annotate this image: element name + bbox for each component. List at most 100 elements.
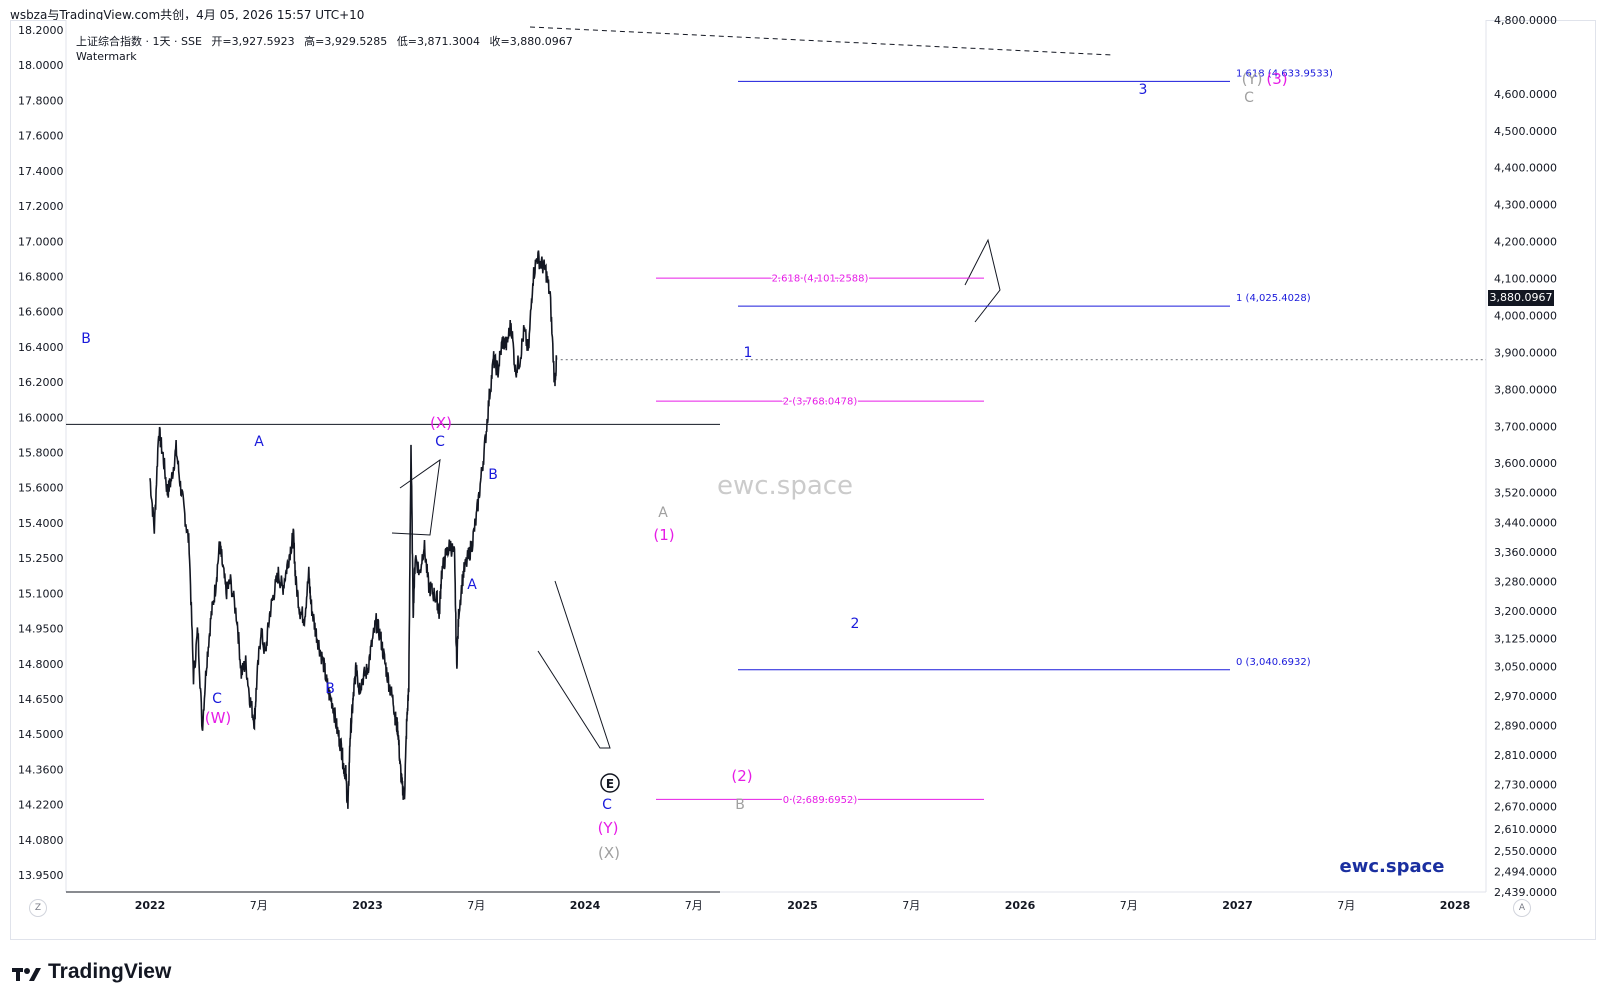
triangle-pattern <box>391 458 441 536</box>
legend-watermark-label: Watermark <box>76 50 137 63</box>
left-axis-tick: 14.3600 <box>18 763 64 776</box>
x-axis-tick: 7月 <box>250 899 268 912</box>
wave-label: C <box>435 434 445 450</box>
fib-level-label: 1.618 (4,633.9533) <box>1236 68 1333 79</box>
right-axis-tick: 2,970.0000 <box>1494 690 1557 703</box>
x-axis-tick: 2027 <box>1222 899 1253 912</box>
wave-label: (2) <box>731 767 752 785</box>
right-axis-tick: 3,050.0000 <box>1494 660 1557 673</box>
left-axis-tick: 14.2200 <box>18 799 64 812</box>
wave-label: B <box>735 797 745 813</box>
right-axis-tick: 2,810.0000 <box>1494 749 1557 762</box>
right-axis-tick: 3,600.0000 <box>1494 457 1557 470</box>
wave-label: B <box>325 681 335 697</box>
left-axis-tick: 18.0000 <box>18 59 64 72</box>
fib-level-label: 0 (3,040.6932) <box>1236 657 1311 668</box>
right-axis-tick: 3,800.0000 <box>1494 383 1557 396</box>
x-axis-tick: 7月 <box>467 899 485 912</box>
tradingview-logo-icon <box>12 964 42 981</box>
circle-marker-label: E <box>606 777 614 791</box>
left-axis-tick: 15.1000 <box>18 587 64 600</box>
right-axis-tick: 3,700.0000 <box>1494 420 1557 433</box>
wave-label: (W) <box>205 709 232 727</box>
tradingview-logo[interactable]: TradingView <box>12 960 171 984</box>
x-axis-tick: 7月 <box>902 899 920 912</box>
x-axis-tick: 2024 <box>570 899 601 912</box>
auto-scale-button[interactable]: A <box>1513 899 1531 917</box>
center-watermark: ewc.space <box>717 471 853 501</box>
last-price-tag: 3,880.0967 <box>1488 290 1554 306</box>
timezone-button[interactable]: Z <box>29 899 47 917</box>
wave-label: B <box>488 467 498 483</box>
left-axis-tick: 14.0800 <box>18 834 64 847</box>
right-axis-tick: 2,550.0000 <box>1494 845 1557 858</box>
right-axis-tick: 2,610.0000 <box>1494 823 1557 836</box>
wave-label: C <box>602 797 612 813</box>
right-axis-tick: 2,439.0000 <box>1494 886 1557 899</box>
legend-open: 开=3,927.5923 <box>211 35 295 48</box>
dashed-trendline <box>529 26 1113 56</box>
x-axis-tick: 7月 <box>685 899 703 912</box>
legend-symbol[interactable]: 上证综合指数 · 1天 · SSE <box>76 35 202 48</box>
x-axis-tick: 7月 <box>1337 899 1355 912</box>
wave-label: 2 <box>851 616 860 632</box>
right-axis-tick: 3,520.0000 <box>1494 487 1557 500</box>
plot-area <box>66 20 1486 892</box>
left-axis-tick: 16.0000 <box>18 411 64 424</box>
legend-high: 高=3,929.5285 <box>304 35 388 48</box>
wave-label: (X) <box>430 414 452 432</box>
wave-label: (1) <box>653 526 674 544</box>
left-axis-tick: 14.6500 <box>18 693 64 706</box>
wave-label: A <box>658 505 668 521</box>
fib-level-label: 2 (3,768.0478) <box>783 397 858 408</box>
left-axis-tick: 15.4000 <box>18 517 64 530</box>
wave-label: A <box>467 577 477 593</box>
left-axis-tick: 16.4000 <box>18 341 64 354</box>
right-axis-tick: 2,730.0000 <box>1494 779 1557 792</box>
wave-label: (3) <box>1266 70 1287 88</box>
x-axis-tick: 2026 <box>1005 899 1036 912</box>
left-axis-tick: 17.0000 <box>18 235 64 248</box>
x-axis-tick: 2023 <box>352 899 383 912</box>
left-axis-tick: 13.9500 <box>18 869 64 882</box>
tradingview-logo-text: TradingView <box>48 960 172 983</box>
wave-label: (X) <box>598 844 620 862</box>
x-axis-tick: 2025 <box>787 899 818 912</box>
right-axis-tick: 4,100.0000 <box>1494 273 1557 286</box>
left-axis-tick: 16.6000 <box>18 306 64 319</box>
wave-label: 3 <box>1139 82 1148 98</box>
wave-label: C <box>212 691 222 707</box>
left-axis-tick: 17.4000 <box>18 165 64 178</box>
left-axis-tick: 16.8000 <box>18 270 64 283</box>
right-axis-tick: 3,125.0000 <box>1494 633 1557 646</box>
brand-watermark: ewc.space <box>1340 856 1445 877</box>
x-axis-tick: 2022 <box>135 899 166 912</box>
chart-header: wsbza与TradingView.com共创，4月 05, 2026 15:5… <box>10 8 365 22</box>
left-axis-tick: 15.8000 <box>18 447 64 460</box>
wave-label: (Y) <box>598 819 619 837</box>
left-axis-tick: 14.8000 <box>18 658 64 671</box>
right-axis-tick: 2,670.0000 <box>1494 801 1557 814</box>
left-axis-tick: 15.6000 <box>18 482 64 495</box>
wave-label: C <box>1244 90 1254 106</box>
x-axis-tick: 7月 <box>1120 899 1138 912</box>
right-axis-tick: 4,400.0000 <box>1494 162 1557 175</box>
price-series <box>149 250 558 809</box>
fib-level-label: 2.618 (4,101.2588) <box>772 274 869 285</box>
legend-symbol-row: 上证综合指数 · 1天 · SSE 开=3,927.5923 高=3,929.5… <box>76 34 579 49</box>
left-axis-tick: 16.2000 <box>18 376 64 389</box>
right-axis-tick: 3,360.0000 <box>1494 546 1557 559</box>
left-axis-tick: 17.2000 <box>18 200 64 213</box>
right-axis-tick: 2,890.0000 <box>1494 719 1557 732</box>
x-axis-tick: 2028 <box>1440 899 1471 912</box>
legend-close: 收=3,880.0967 <box>489 35 573 48</box>
right-axis-tick: 4,200.0000 <box>1494 236 1557 249</box>
left-axis-tick: 14.5000 <box>18 728 64 741</box>
left-axis-tick: 15.2500 <box>18 552 64 565</box>
right-axis-tick: 4,600.0000 <box>1494 88 1557 101</box>
right-axis-tick: 3,440.0000 <box>1494 516 1557 529</box>
wave-label: 1 <box>744 345 753 361</box>
right-axis-tick: 4,500.0000 <box>1494 125 1557 138</box>
right-axis-tick: 3,280.0000 <box>1494 575 1557 588</box>
